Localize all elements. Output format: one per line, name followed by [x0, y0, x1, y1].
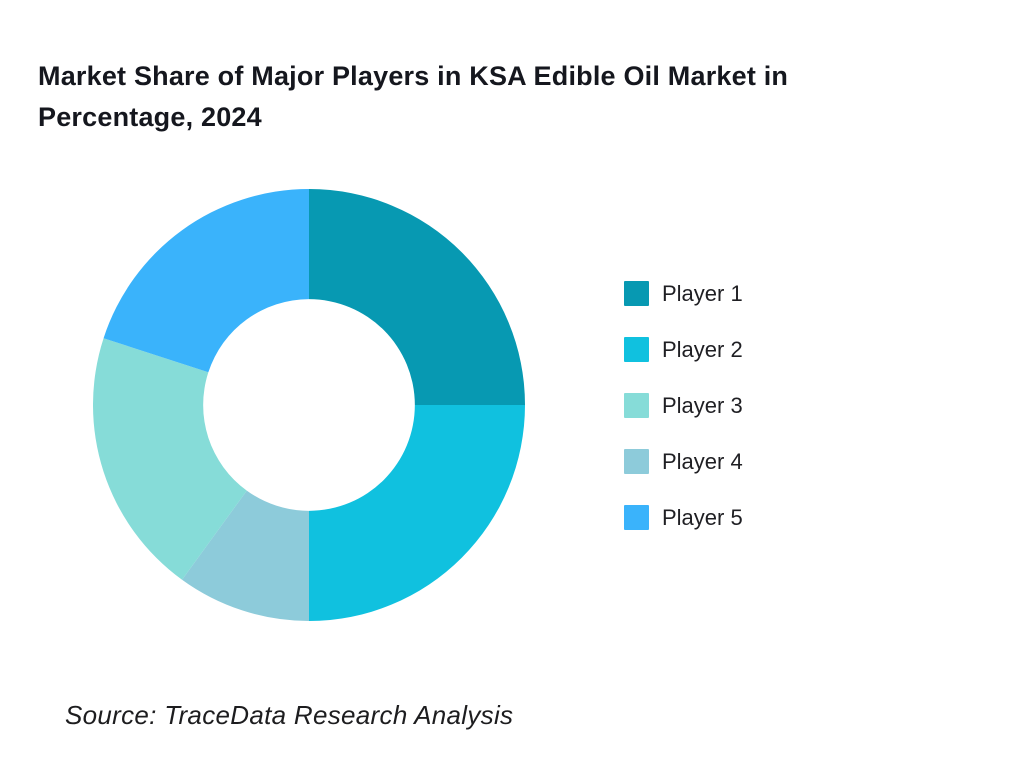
chart-legend: Player 1 Player 2 Player 3 Player 4 Player 5 [624, 281, 743, 530]
donut-slice-player-1 [309, 189, 525, 405]
donut-slice-player-5 [103, 188, 309, 373]
legend-swatch-icon [624, 505, 649, 530]
donut-chart [92, 188, 525, 621]
legend-label: Player 1 [662, 280, 743, 306]
donut-chart-container [92, 188, 525, 621]
legend-label: Player 5 [662, 504, 743, 530]
legend-label: Player 3 [662, 392, 743, 418]
legend-swatch-icon [624, 449, 649, 474]
legend-item-player-5: Player 5 [624, 505, 743, 530]
legend-item-player-2: Player 2 [624, 337, 743, 362]
legend-item-player-1: Player 1 [624, 281, 743, 306]
legend-swatch-icon [624, 337, 649, 362]
chart-title-line2: Percentage, 2024 [38, 102, 262, 132]
legend-label: Player 4 [662, 448, 743, 474]
donut-slice-player-3 [92, 338, 247, 580]
legend-label: Player 2 [662, 336, 743, 362]
donut-slice-player-2 [309, 405, 525, 621]
legend-swatch-icon [624, 393, 649, 418]
legend-item-player-3: Player 3 [624, 393, 743, 418]
source-note: Source: TraceData Research Analysis [65, 700, 514, 730]
chart-title: Market Share of Major Players in KSA Edi… [38, 56, 788, 138]
legend-swatch-icon [624, 281, 649, 306]
chart-title-line1: Market Share of Major Players in KSA Edi… [38, 61, 789, 91]
legend-item-player-4: Player 4 [624, 449, 743, 474]
donut-slice-player-4 [182, 490, 309, 621]
